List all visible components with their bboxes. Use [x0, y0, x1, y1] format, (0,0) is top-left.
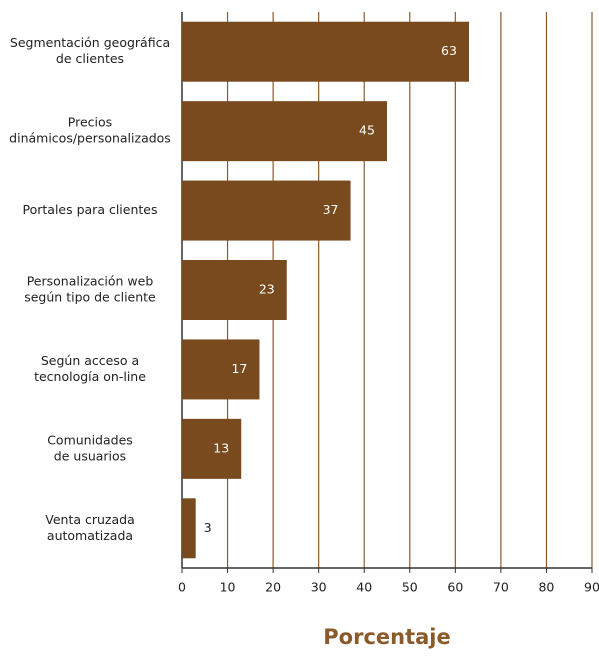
- y-tick-label: Segmentación geográfica: [10, 35, 170, 50]
- bar: [182, 260, 287, 320]
- y-tick-label: de clientes: [56, 51, 124, 66]
- y-tick-label: Según acceso a: [41, 353, 139, 368]
- x-tick-label: 0: [178, 580, 186, 595]
- x-tick-label: 10: [220, 580, 236, 595]
- x-tick-label: 50: [402, 580, 418, 595]
- x-tick-label: 30: [311, 580, 327, 595]
- bar: [182, 21, 469, 82]
- x-axis-title: Porcentaje: [323, 625, 450, 649]
- bar: [182, 180, 351, 241]
- value-label: 13: [213, 440, 229, 455]
- x-tick-label: 60: [447, 580, 463, 595]
- x-tick-label: 20: [265, 580, 281, 595]
- x-tick-label: 90: [584, 580, 599, 595]
- bar: [182, 339, 260, 400]
- bar: [182, 498, 196, 559]
- y-tick-label: Precios: [68, 115, 112, 130]
- y-tick-label: dinámicos/personalizados: [9, 131, 171, 146]
- value-label: 23: [259, 282, 275, 297]
- bar: [182, 101, 387, 162]
- value-label: 45: [359, 123, 375, 138]
- bar: [182, 418, 242, 479]
- value-label: 3: [204, 520, 212, 535]
- value-label: 37: [323, 202, 339, 217]
- y-tick-label: Portales para clientes: [23, 202, 158, 217]
- y-tick-label: Personalización web: [27, 274, 154, 289]
- y-tick-label: automatizada: [47, 528, 133, 543]
- y-tick-label: de usuarios: [54, 448, 126, 463]
- y-tick-label: Comunidades: [47, 432, 133, 447]
- y-tick-label: tecnología on-line: [34, 369, 146, 384]
- value-label: 17: [231, 361, 247, 376]
- x-tick-label: 70: [493, 580, 509, 595]
- x-tick-label: 40: [356, 580, 372, 595]
- x-tick-label: 80: [538, 580, 554, 595]
- y-tick-label: según tipo de cliente: [24, 290, 156, 305]
- value-label: 63: [441, 43, 457, 58]
- y-tick-label: Venta cruzada: [45, 512, 134, 527]
